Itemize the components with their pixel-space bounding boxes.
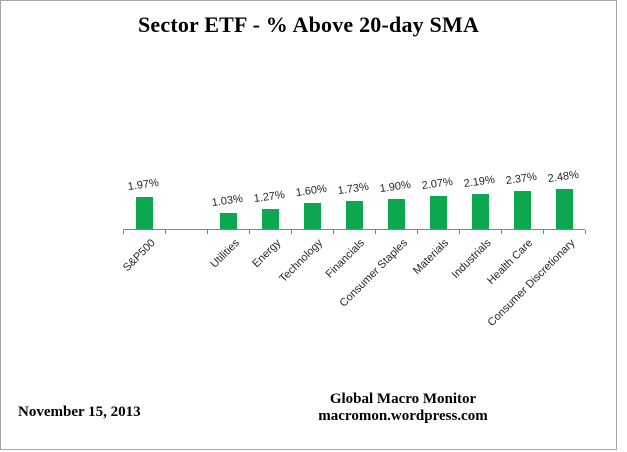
x-axis-tick xyxy=(165,230,166,234)
x-axis-tick xyxy=(333,230,334,234)
bar xyxy=(556,189,573,229)
credit-line-1: Global Macro Monitor xyxy=(329,391,477,407)
credit-line-2: macromon.wordpress.com xyxy=(318,408,488,424)
x-axis-tick xyxy=(501,230,502,234)
x-axis-tick xyxy=(375,230,376,234)
x-axis-line xyxy=(123,229,585,230)
x-axis-tick xyxy=(123,230,124,234)
x-axis-tick xyxy=(585,230,586,234)
x-axis-tick xyxy=(207,230,208,234)
chart-title: Sector ETF - % Above 20-day SMA xyxy=(137,12,480,37)
x-axis-tick xyxy=(291,230,292,234)
x-axis-tick xyxy=(249,230,250,234)
bar xyxy=(388,199,405,229)
bar xyxy=(220,213,237,229)
x-axis-tick xyxy=(417,230,418,234)
footer-credit: Global Macro Monitor macromon.wordpress.… xyxy=(278,391,528,425)
x-axis-tick xyxy=(459,230,460,234)
bar xyxy=(472,194,489,229)
bar xyxy=(430,196,447,229)
bar xyxy=(304,203,321,229)
bar xyxy=(514,191,531,229)
footer-date: November 15, 2013 xyxy=(18,404,141,420)
bar xyxy=(136,197,153,229)
x-axis-tick xyxy=(543,230,544,234)
bar xyxy=(346,201,363,229)
bar xyxy=(262,209,279,229)
